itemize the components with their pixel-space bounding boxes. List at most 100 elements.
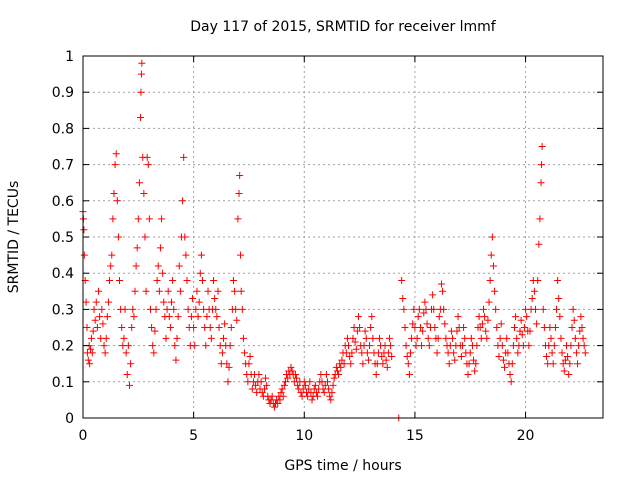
data-point: [523, 313, 531, 321]
data-point: [287, 363, 295, 371]
data-point: [445, 360, 453, 368]
data-point: [301, 381, 309, 389]
data-point: [467, 334, 475, 342]
data-point: [533, 320, 541, 328]
y-tick-label: 0.4: [52, 266, 74, 282]
data-point: [109, 215, 117, 223]
data-point: [416, 324, 424, 331]
data-point: [93, 324, 101, 331]
data-point: [163, 305, 171, 313]
data-point: [83, 324, 91, 331]
data-point: [241, 349, 249, 357]
data-point: [439, 287, 447, 295]
data-point: [472, 360, 480, 368]
axis-ticks: 00.10.20.30.40.50.60.70.80.910 5 10 15 20: [52, 49, 603, 444]
data-point: [335, 371, 343, 379]
data-point: [312, 389, 320, 397]
data-point: [211, 295, 219, 303]
data-point: [566, 360, 574, 368]
data-point: [471, 367, 479, 375]
data-point: [151, 327, 159, 335]
data-point: [203, 313, 211, 321]
y-tick-label: 0.2: [52, 339, 74, 355]
data-point: [291, 371, 299, 379]
data-point: [108, 251, 116, 259]
data-point: [473, 342, 481, 350]
data-point: [547, 334, 555, 342]
data-point: [238, 305, 246, 313]
data-point: [419, 327, 427, 335]
data-point: [349, 334, 357, 342]
data-point: [532, 305, 540, 313]
data-point: [106, 276, 114, 284]
data-point: [512, 313, 520, 321]
data-point: [145, 215, 153, 223]
data-point: [362, 334, 370, 342]
data-point: [278, 385, 286, 393]
data-point: [182, 251, 190, 259]
data-point: [348, 349, 356, 357]
data-point: [128, 324, 136, 331]
data-point: [194, 313, 202, 321]
data-point: [237, 251, 245, 259]
data-point: [80, 251, 88, 259]
data-point: [476, 324, 484, 331]
data-point: [351, 338, 359, 346]
data-point: [99, 320, 107, 328]
data-point: [148, 324, 156, 331]
data-point: [212, 305, 220, 313]
data-point: [364, 356, 372, 364]
data-point: [132, 262, 140, 270]
data-point: [215, 324, 223, 331]
x-tick-label: 15: [406, 428, 424, 444]
data-point: [507, 378, 515, 386]
data-point: [369, 334, 377, 342]
data-point: [538, 143, 546, 150]
data-point: [112, 150, 120, 158]
x-axis-label: GPS time / hours: [284, 458, 401, 474]
data-point: [226, 342, 234, 350]
data-point: [104, 298, 112, 306]
data-point: [564, 352, 572, 360]
data-point: [402, 342, 410, 350]
data-point: [130, 313, 138, 321]
y-tick-label: 0: [65, 411, 74, 427]
data-point: [453, 327, 461, 335]
data-point: [84, 356, 92, 364]
data-point: [570, 316, 578, 324]
data-point: [572, 349, 580, 357]
data-point: [457, 352, 465, 360]
data-point: [221, 320, 229, 328]
data-point: [517, 316, 525, 324]
data-point: [224, 378, 232, 386]
data-point: [173, 334, 181, 342]
data-point: [237, 287, 245, 295]
data-point: [326, 392, 334, 400]
data-point: [141, 233, 149, 241]
data-point: [229, 276, 237, 284]
data-point: [192, 305, 200, 313]
data-point: [180, 153, 188, 161]
data-point: [400, 305, 408, 313]
data-point: [166, 324, 174, 331]
data-point: [579, 334, 587, 342]
data-point: [440, 305, 448, 313]
data-point: [460, 324, 468, 331]
data-point: [347, 360, 355, 368]
data-point: [191, 342, 199, 350]
data-point: [487, 251, 495, 259]
data-point: [464, 371, 472, 379]
y-axis-label: SRMTID / TECUs: [6, 181, 22, 294]
data-point: [577, 313, 585, 321]
data-point: [449, 334, 457, 342]
data-point: [187, 313, 195, 321]
data-point: [88, 349, 96, 357]
data-point: [210, 276, 218, 284]
data-point: [306, 378, 314, 386]
data-point: [277, 389, 285, 397]
data-point: [504, 349, 512, 357]
data-point: [404, 360, 412, 368]
data-point: [571, 334, 579, 342]
data-point: [314, 392, 322, 400]
